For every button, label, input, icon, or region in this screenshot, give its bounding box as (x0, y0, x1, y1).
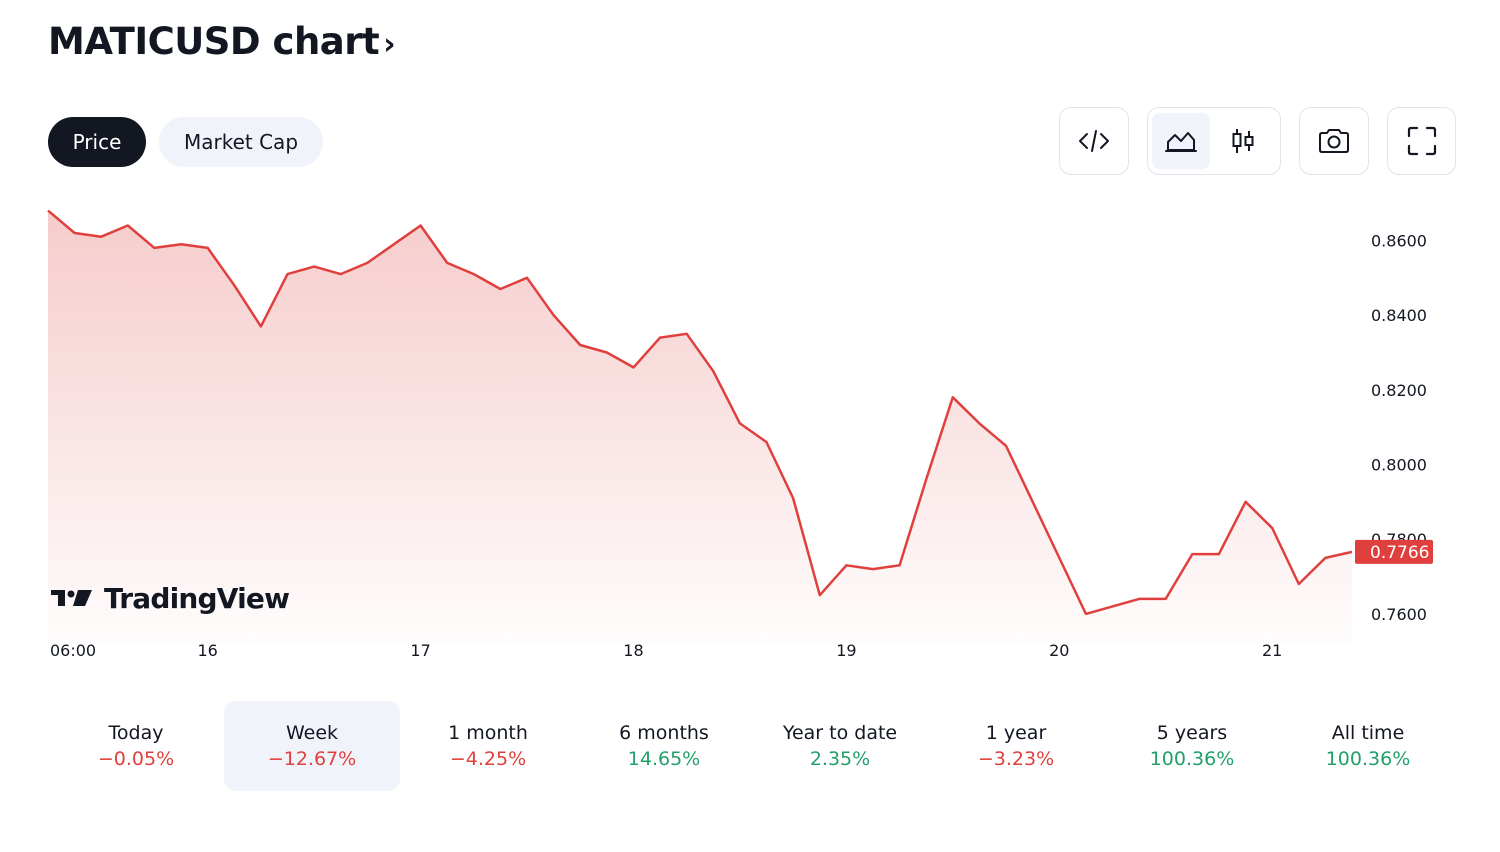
price-toggle-button[interactable]: Price (48, 117, 146, 167)
period-label: 6 months (619, 722, 709, 744)
period-change: 100.36% (1325, 748, 1411, 770)
x-tick-label: 21 (1262, 641, 1282, 660)
tradingview-logo-icon (51, 590, 92, 606)
last-price-label: 0.7766 (1370, 543, 1429, 563)
y-tick-label: 0.7600 (1371, 605, 1427, 624)
period-1-month[interactable]: 1 month −4.25% (400, 701, 576, 791)
period-selector: Today −0.05% Week −12.67% 1 month −4.25%… (48, 701, 1456, 791)
period-label: 1 month (448, 722, 528, 744)
x-axis: 06:00 16 17 18 19 20 21 (50, 641, 1282, 660)
period-change: −3.23% (977, 748, 1055, 770)
tradingview-logo-text: TradingView (104, 582, 289, 615)
period-change: −4.25% (449, 748, 527, 770)
x-tick-label: 17 (410, 641, 430, 660)
last-price-badge-bg (1355, 539, 1433, 564)
area-chart-button[interactable] (1152, 113, 1210, 169)
period-6-months[interactable]: 6 months 14.65% (576, 701, 752, 791)
period-week[interactable]: Week −12.67% (224, 701, 400, 791)
x-tick-label: 18 (623, 641, 643, 660)
period-today[interactable]: Today −0.05% (48, 701, 224, 791)
candlestick-icon (1232, 129, 1254, 153)
period-label: Week (285, 722, 339, 744)
period-label: 1 year (985, 722, 1047, 744)
period-label: Today (108, 722, 164, 744)
period-change: −0.05% (97, 748, 175, 770)
x-tick-label: 16 (197, 641, 217, 660)
y-tick-label: 0.8200 (1371, 381, 1427, 400)
period-label: All time (1331, 722, 1405, 744)
snapshot-button-group (1299, 107, 1369, 175)
page-title[interactable]: MATICUSD chart › (48, 20, 396, 63)
fullscreen-button-group (1387, 107, 1456, 175)
tradingview-logo[interactable]: TradingView (51, 582, 290, 615)
market-cap-toggle-button[interactable]: Market Cap (159, 117, 323, 167)
period-5-years[interactable]: 5 years 100.36% (1104, 701, 1280, 791)
embed-code-icon (1079, 130, 1109, 152)
area-chart-icon (1165, 132, 1197, 152)
period-all-time[interactable]: All time 100.36% (1280, 701, 1456, 791)
page-title-text: MATICUSD chart (48, 20, 380, 63)
x-tick-label: 19 (836, 641, 856, 660)
y-tick-label: 0.8600 (1371, 231, 1427, 250)
x-tick-label: 06:00 (50, 641, 96, 660)
y-tick-label: 0.8400 (1371, 306, 1427, 325)
period-change: −12.67% (267, 748, 357, 770)
chart-style-group (1147, 107, 1281, 175)
camera-icon (1319, 129, 1349, 153)
period-label: Year to date (782, 722, 898, 744)
period-change: 2.35% (809, 748, 871, 770)
snapshot-button[interactable] (1305, 113, 1363, 169)
price-line (47, 209, 1353, 616)
last-price-badge: 0.7766 (1355, 539, 1433, 564)
fullscreen-icon (1407, 126, 1436, 156)
period-change: 14.65% (627, 748, 701, 770)
period-1-year[interactable]: 1 year −3.23% (928, 701, 1104, 791)
period-change: 100.36% (1149, 748, 1235, 770)
x-tick-label: 20 (1049, 641, 1069, 660)
y-tick-label: 0.8000 (1371, 456, 1427, 475)
candlestick-chart-button[interactable] (1214, 113, 1272, 169)
period-year-to-date[interactable]: Year to date 2.35% (752, 701, 928, 791)
price-area-fill (48, 210, 1352, 645)
embed-button-group (1059, 107, 1129, 175)
period-label: 5 years (1156, 722, 1228, 744)
embed-button[interactable] (1065, 113, 1123, 169)
chevron-right-icon: › (383, 27, 396, 62)
fullscreen-button[interactable] (1393, 113, 1451, 169)
